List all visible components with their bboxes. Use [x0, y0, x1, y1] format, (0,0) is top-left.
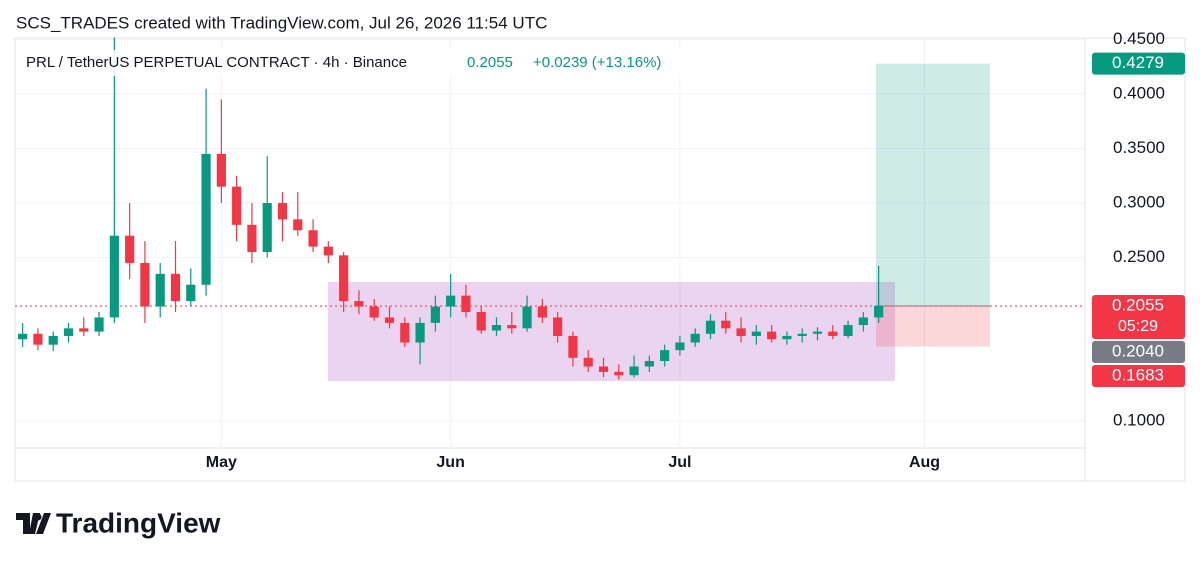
y-tick-label: 0.3500	[1113, 138, 1165, 157]
candle-body	[354, 301, 364, 307]
candle-body	[874, 305, 884, 318]
candle-body	[705, 320, 716, 334]
candle-body	[186, 284, 196, 302]
candle-body	[782, 335, 792, 340]
candle-body	[660, 350, 670, 362]
candle-body	[216, 153, 226, 187]
price-label-bg	[1092, 52, 1185, 75]
logo-icon	[16, 513, 51, 534]
price-label: 0.4279	[1112, 53, 1164, 72]
candle-body	[446, 295, 456, 307]
candle-body	[430, 306, 440, 323]
chart-frame	[14, 37, 1186, 482]
candles	[18, 37, 884, 380]
y-tick-label: 0.4500	[1113, 29, 1165, 48]
candle-body	[369, 306, 379, 318]
axes: 0.1000 0.2500 0.3000 0.3500 0.4000 0.4500 May J…	[206, 29, 1185, 471]
candle-body	[568, 335, 578, 358]
candle-body	[614, 371, 624, 376]
price-label-bg	[1092, 340, 1185, 363]
x-tick-label: May	[206, 454, 237, 471]
candle-body	[598, 366, 609, 372]
candle-body	[675, 342, 685, 351]
candle-body	[18, 333, 28, 340]
candle-body	[507, 325, 517, 329]
candle-body	[293, 219, 303, 231]
candle-body	[537, 306, 547, 318]
candle-body	[94, 317, 104, 332]
price-label: 0.2055	[1112, 295, 1164, 314]
last-price: 0.2055	[467, 54, 513, 71]
candle-body	[736, 328, 746, 336]
price-label: 0.2040	[1112, 341, 1164, 360]
range-box	[328, 282, 895, 381]
overlays	[15, 63, 1085, 381]
candle-body	[721, 320, 731, 329]
attribution: SCS_TRADES created with TradingView.com,…	[16, 13, 547, 32]
logo-icon	[34, 513, 42, 521]
y-tick-label: 0.3000	[1113, 192, 1165, 211]
price-label: 0.1683	[1112, 365, 1164, 384]
y-tick-label: 0.1000	[1113, 410, 1165, 429]
candle-body	[828, 331, 838, 336]
candle-body	[323, 246, 333, 256]
candle-body	[583, 357, 593, 367]
countdown: 05:29	[1118, 318, 1158, 335]
y-tick-label: 0.2500	[1113, 247, 1165, 266]
grid	[15, 38, 1085, 448]
candle-body	[339, 255, 349, 302]
legend-bg	[18, 50, 698, 76]
candle-body	[155, 273, 165, 307]
candle-body	[232, 186, 242, 225]
candle-body	[476, 311, 486, 331]
candle-body	[812, 331, 823, 334]
candle-body	[125, 235, 135, 263]
candle-body	[751, 331, 761, 336]
candle-body	[461, 295, 471, 312]
change: +0.0239 (+13.16%)	[533, 54, 661, 71]
price-label-bg	[1092, 294, 1185, 339]
candle-body	[415, 322, 425, 343]
candle-body	[629, 366, 639, 376]
candle-body	[522, 306, 532, 329]
x-tick-label: Jul	[668, 454, 691, 471]
candle-body	[491, 325, 502, 331]
x-tick-label: Aug	[909, 454, 940, 471]
candle-body	[690, 333, 700, 343]
candle-body	[140, 262, 150, 307]
candle-body	[644, 361, 654, 367]
candle-body	[170, 273, 181, 302]
position-stop	[876, 305, 990, 347]
candle-body	[79, 328, 89, 332]
position-target	[876, 63, 990, 306]
candle-body	[767, 331, 777, 340]
x-tick-label: Jun	[436, 454, 464, 471]
logo	[16, 513, 51, 534]
candle-body	[277, 203, 288, 220]
candle-body	[553, 317, 563, 336]
candle-body	[247, 224, 257, 253]
candle-body	[400, 322, 410, 343]
candle-body	[797, 333, 807, 336]
candle-body	[262, 203, 272, 253]
candle-body	[308, 230, 318, 247]
candle-body	[109, 235, 119, 318]
candle-body	[33, 333, 43, 345]
candle-body	[48, 335, 58, 345]
price-label-bg	[1092, 364, 1185, 387]
candle-body	[201, 153, 211, 285]
candle-body	[384, 317, 395, 323]
candle-body	[63, 328, 74, 336]
candle-body	[843, 325, 853, 336]
candle-body	[858, 317, 868, 326]
symbol: PRL / TetherUS PERPETUAL CONTRACT · 4h ·…	[26, 54, 407, 71]
y-tick-label: 0.4000	[1113, 84, 1165, 103]
footer-logo: TradingView	[56, 507, 221, 538]
